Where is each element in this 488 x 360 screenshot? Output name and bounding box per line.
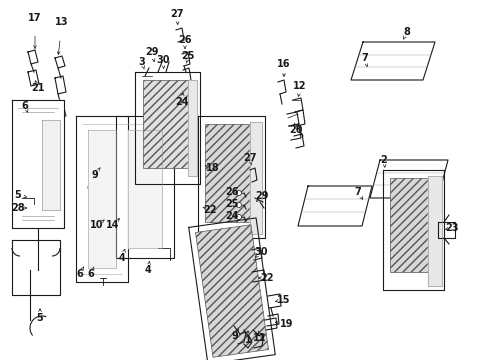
Polygon shape <box>249 122 262 234</box>
Polygon shape <box>437 222 454 238</box>
Text: 18: 18 <box>206 163 220 173</box>
Polygon shape <box>369 160 447 198</box>
Text: 1: 1 <box>244 335 251 345</box>
Text: 15: 15 <box>277 295 290 305</box>
Polygon shape <box>76 116 128 282</box>
Polygon shape <box>12 240 60 295</box>
Polygon shape <box>116 116 174 258</box>
Text: 27: 27 <box>243 153 256 163</box>
Text: 6: 6 <box>87 269 94 279</box>
Text: 22: 22 <box>260 273 273 283</box>
Text: 6: 6 <box>21 101 28 111</box>
Polygon shape <box>128 130 162 248</box>
Polygon shape <box>427 176 441 286</box>
Text: 28: 28 <box>11 203 25 213</box>
Circle shape <box>236 202 241 207</box>
Text: 29: 29 <box>145 47 159 57</box>
Text: 29: 29 <box>255 191 268 201</box>
Text: 11: 11 <box>253 333 266 343</box>
Text: 4: 4 <box>144 265 151 275</box>
Polygon shape <box>88 130 116 268</box>
Circle shape <box>236 215 241 220</box>
Text: 4: 4 <box>119 253 125 263</box>
Text: 7: 7 <box>361 53 367 63</box>
Polygon shape <box>297 186 371 226</box>
Polygon shape <box>12 100 64 228</box>
Text: 9: 9 <box>91 170 98 180</box>
Text: 9: 9 <box>231 331 238 341</box>
Text: 24: 24 <box>225 211 238 221</box>
Polygon shape <box>198 116 264 238</box>
PathPatch shape <box>195 225 268 357</box>
Text: 13: 13 <box>55 17 69 27</box>
Text: 14: 14 <box>106 220 120 230</box>
Polygon shape <box>187 80 197 176</box>
Text: 23: 23 <box>445 223 458 233</box>
Text: 27: 27 <box>170 9 183 19</box>
Text: 7: 7 <box>354 187 361 197</box>
Text: 30: 30 <box>254 247 267 257</box>
Text: 6: 6 <box>77 269 83 279</box>
Polygon shape <box>382 170 443 290</box>
Text: 2: 2 <box>380 155 386 165</box>
Text: 5: 5 <box>37 313 43 323</box>
Bar <box>389 178 435 272</box>
Text: 17: 17 <box>28 13 41 23</box>
Circle shape <box>236 190 241 195</box>
Text: 25: 25 <box>225 199 238 209</box>
Polygon shape <box>350 42 434 80</box>
Polygon shape <box>135 72 200 184</box>
Text: 30: 30 <box>156 55 169 65</box>
Text: 21: 21 <box>31 83 45 93</box>
Text: 3: 3 <box>138 57 145 67</box>
Text: 8: 8 <box>403 27 409 37</box>
Text: 24: 24 <box>175 97 188 107</box>
Text: 26: 26 <box>178 35 191 45</box>
Text: 20: 20 <box>289 125 302 135</box>
Polygon shape <box>188 218 275 360</box>
Text: 10: 10 <box>90 220 103 230</box>
Text: 26: 26 <box>225 187 238 197</box>
Polygon shape <box>42 120 60 210</box>
Text: 12: 12 <box>293 81 306 91</box>
Bar <box>204 124 250 222</box>
Text: 16: 16 <box>277 59 290 69</box>
Text: 5: 5 <box>15 190 21 200</box>
Text: 22: 22 <box>203 205 216 215</box>
Text: 19: 19 <box>280 319 293 329</box>
Text: 25: 25 <box>181 51 194 61</box>
Bar <box>142 80 191 168</box>
